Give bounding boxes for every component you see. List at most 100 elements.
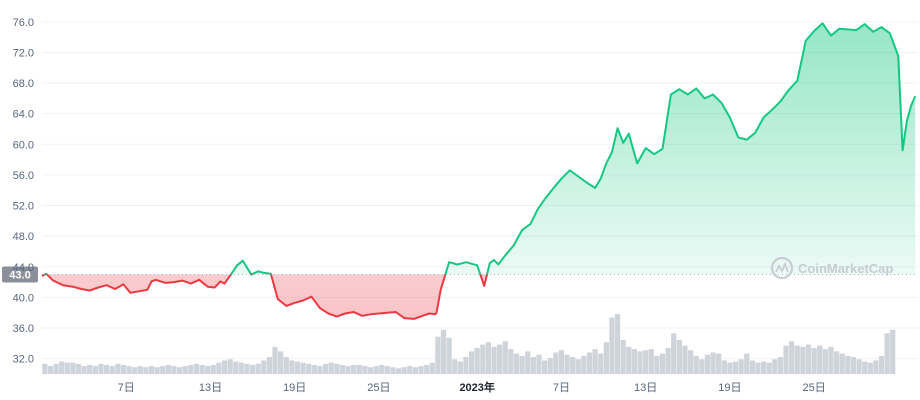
y-axis: 32.0 36.0 40.0 44.0 48.0 52.0 56.0 60.0 64.0 68.0… xyxy=(13,17,34,366)
volume-bar xyxy=(70,362,76,374)
y-tick-label: 32.0 xyxy=(13,354,34,366)
gridlines xyxy=(42,21,918,360)
volume-bar xyxy=(564,354,570,374)
x-tick-label: 7日 xyxy=(553,382,570,394)
volume-bar xyxy=(867,362,873,374)
volume-bar xyxy=(541,360,548,374)
volume-bar xyxy=(261,360,267,374)
volume-bar xyxy=(322,363,329,374)
y-tick-label: 64.0 xyxy=(13,109,34,121)
volume-bar xyxy=(379,364,385,374)
volume-bar xyxy=(890,329,896,374)
volume-bar xyxy=(873,360,879,374)
x-tick-label: 2023年 xyxy=(459,380,494,394)
volume-bar xyxy=(452,359,458,374)
volume-bar xyxy=(497,344,503,374)
volume-bar xyxy=(148,366,155,374)
volume-bar xyxy=(109,366,115,374)
volume-bar xyxy=(126,366,132,374)
volume-bar xyxy=(300,362,306,374)
y-tick-label: 44.0 xyxy=(13,262,34,274)
volume-bar xyxy=(103,364,110,374)
price-line-below xyxy=(41,274,489,320)
volume-bar xyxy=(120,364,127,374)
y-tick-label: 60.0 xyxy=(13,139,34,151)
y-tick-label: 52.0 xyxy=(13,201,34,213)
volume-bar xyxy=(283,357,289,374)
price-line-group xyxy=(41,22,917,320)
volume-bar xyxy=(249,364,256,374)
volume-bar xyxy=(210,364,216,374)
volume-bar xyxy=(626,346,632,374)
volume-bar xyxy=(716,353,722,374)
volume-bar xyxy=(805,344,812,374)
volume-bar xyxy=(446,337,452,374)
volume-bar xyxy=(424,364,430,374)
volume-bar xyxy=(833,351,840,374)
x-tick-label: 19日 xyxy=(283,382,306,394)
price-area xyxy=(42,23,916,319)
volume-bar xyxy=(598,353,604,374)
volume-bar xyxy=(255,363,261,374)
volume-bar xyxy=(278,351,284,374)
volume-bar xyxy=(435,336,441,374)
volume-bar xyxy=(553,352,559,374)
volume-bar xyxy=(603,342,609,374)
x-tick-label: 25日 xyxy=(367,382,390,394)
volume-bar xyxy=(272,346,278,374)
volume-bar xyxy=(513,353,520,374)
x-tick-label: 13日 xyxy=(199,382,222,394)
volume-bar xyxy=(620,340,626,374)
area-below-reference xyxy=(42,274,916,319)
volume-bar xyxy=(98,363,104,374)
volume-bar xyxy=(328,362,334,374)
volume-bar xyxy=(154,367,160,374)
reference-line-group: 43.0 xyxy=(2,266,918,283)
volume-bar xyxy=(418,366,424,374)
volume-bar xyxy=(238,362,244,374)
x-tick-label: 13日 xyxy=(634,382,657,394)
volume-bar xyxy=(165,364,171,374)
volume-bar xyxy=(81,366,87,374)
volume-bar xyxy=(480,344,486,374)
volume-bar xyxy=(789,341,795,374)
volume-bar xyxy=(59,361,65,374)
x-tick-label: 25日 xyxy=(802,382,825,394)
volume-bar xyxy=(547,358,553,374)
volume-bar xyxy=(373,366,379,374)
volume-bar xyxy=(160,366,166,374)
volume-bar xyxy=(828,346,834,374)
volume-bar xyxy=(777,357,784,374)
price-line-above xyxy=(42,22,917,275)
volume-bar xyxy=(732,361,739,374)
volume-bar xyxy=(682,345,688,374)
volume-bar xyxy=(710,352,716,374)
volume-bar xyxy=(289,360,295,374)
volume-bar xyxy=(525,351,531,374)
volume-bar xyxy=(463,357,469,374)
volume-bar xyxy=(317,366,323,374)
volume-bar xyxy=(266,357,273,374)
x-axis: 7日 13日 19日 25日 2023年 7日 13日 19日 25日 xyxy=(118,380,826,394)
volume-bar xyxy=(176,367,183,374)
volume-bar xyxy=(687,350,694,374)
watermark: CoinMarketCap xyxy=(770,256,893,280)
y-tick-label: 68.0 xyxy=(13,78,34,90)
volume-bar xyxy=(643,350,649,374)
watermark-text: CoinMarketCap xyxy=(798,261,893,276)
volume-bar xyxy=(699,359,705,374)
volume-bar xyxy=(822,349,828,374)
volume-bar xyxy=(306,363,312,374)
volume-bar xyxy=(704,354,711,374)
volume-bar xyxy=(878,355,885,374)
volume-bar xyxy=(395,368,402,374)
volume-bar xyxy=(339,364,346,374)
volume-bar xyxy=(188,364,194,374)
volume-bar xyxy=(468,351,475,374)
volume-bar xyxy=(334,363,340,374)
y-tick-label: 56.0 xyxy=(13,170,34,182)
x-tick-label: 19日 xyxy=(718,382,741,394)
volume-bar xyxy=(744,353,750,374)
